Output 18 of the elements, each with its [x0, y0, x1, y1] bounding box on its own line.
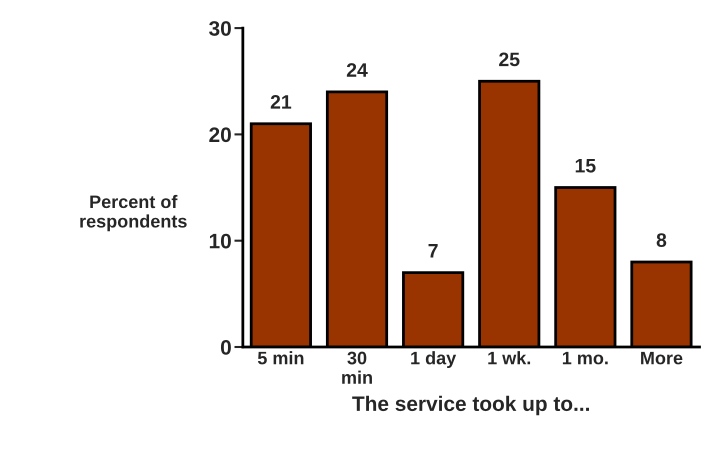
x-tick-label: 5 min — [258, 351, 304, 364]
y-tick-label: 0 — [220, 340, 231, 355]
y-axis-title: Percent of respondents — [80, 194, 187, 232]
x-tick-label: 1 day — [411, 351, 456, 368]
x-axis-title: The service took up to... — [352, 396, 589, 416]
data-label: 8 — [656, 233, 666, 247]
x-tick-label: More — [641, 352, 682, 364]
data-label: 7 — [428, 244, 438, 258]
data-label: 15 — [576, 159, 596, 173]
data-label: 21 — [270, 95, 292, 109]
x-tick-label: 1 mo. — [562, 352, 608, 364]
y-tick-label: 10 — [210, 234, 231, 248]
x-tick-label: 1 wk. — [488, 351, 530, 364]
x-tick-label: 30 min — [342, 352, 372, 384]
y-tick-label: 30 — [209, 21, 231, 36]
y-tick-label: 20 — [209, 127, 231, 142]
data-label: 24 — [346, 63, 368, 77]
data-label: 25 — [499, 52, 520, 66]
